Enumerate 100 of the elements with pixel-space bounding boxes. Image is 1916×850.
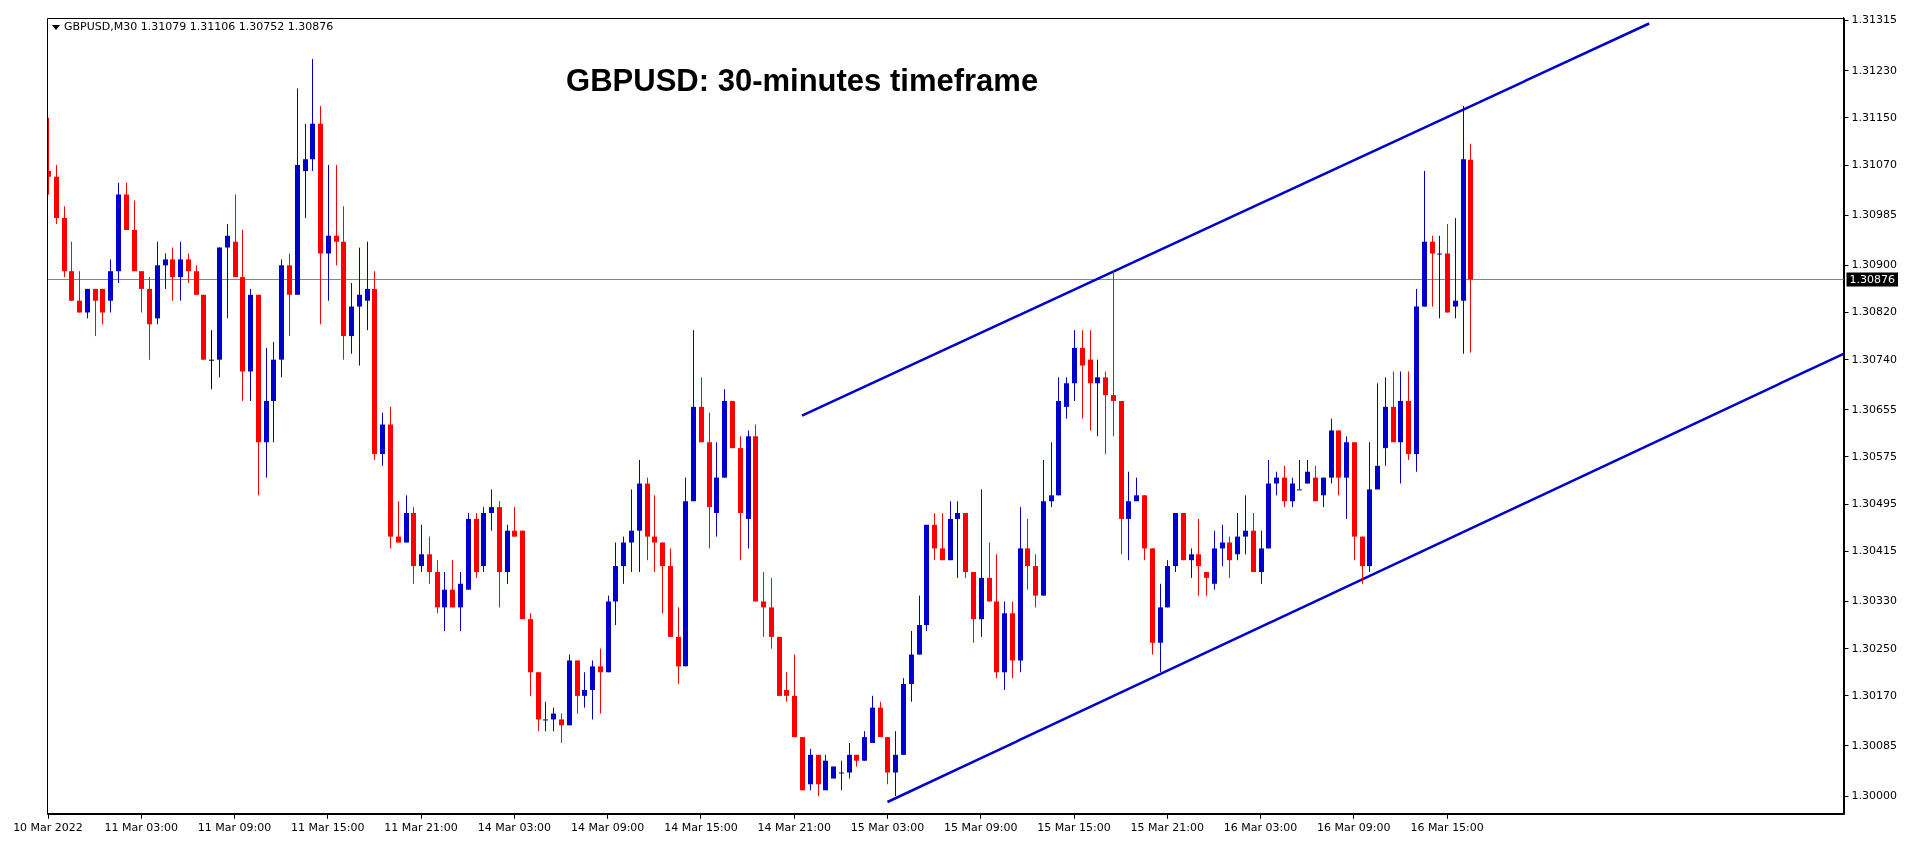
ref-line-label: 1.30876: [1849, 272, 1896, 286]
x-tick-label: 16 Mar 09:00: [1317, 821, 1391, 835]
candlestick: [100, 288, 105, 325]
candlestick: [761, 571, 766, 638]
chart-subtitle: GBPUSD,M30 1.31079 1.31106 1.30752 1.30876: [64, 20, 334, 34]
y-tick-label: 1.30575: [1851, 449, 1898, 463]
candlestick: [512, 506, 517, 538]
candlestick: [932, 512, 937, 561]
candlestick: [1095, 359, 1100, 437]
x-tick-label: 11 Mar 09:00: [197, 821, 272, 835]
candlestick: [396, 500, 401, 543]
candlestick: [1305, 459, 1310, 485]
candlestick: [1321, 477, 1326, 508]
x-tick-label: 11 Mar 15:00: [291, 821, 365, 835]
candlestick: [590, 659, 595, 720]
candlestick: [1080, 329, 1085, 420]
candlestick: [1196, 518, 1201, 597]
candlestick: [543, 701, 548, 732]
candlestick: [186, 253, 191, 284]
candlestick: [1111, 270, 1116, 437]
candlestick: [1313, 465, 1318, 502]
candlestick: [419, 524, 424, 573]
candlestick: [139, 270, 144, 313]
candlestick: [893, 730, 898, 797]
y-tick-label: 1.31070: [1851, 157, 1898, 171]
x-tick-label: 11 Mar 21:00: [384, 821, 458, 835]
y-tick-label: 1.30415: [1851, 544, 1898, 558]
candlestick: [77, 270, 82, 313]
candlestick: [582, 671, 587, 709]
x-tick-label: 15 Mar 03:00: [850, 821, 925, 835]
candlestick: [93, 288, 98, 337]
y-tick-label: 1.30900: [1851, 258, 1898, 272]
candlestick: [303, 123, 308, 219]
x-tick-label: 14 Mar 21:00: [757, 821, 831, 835]
y-tick-label: 1.30330: [1851, 594, 1898, 608]
candlestick: [1437, 235, 1442, 319]
candlestick: [1375, 382, 1380, 490]
x-tick-label: 10 Mar 2022: [13, 821, 83, 835]
candlestick: [1025, 518, 1030, 591]
candlestick: [1259, 530, 1264, 585]
x-tick-label: 15 Mar 15:00: [1037, 821, 1111, 835]
candlestick: [621, 536, 626, 585]
x-tick-label: 15 Mar 21:00: [1130, 821, 1205, 835]
candlestick: [1064, 376, 1069, 420]
candlestick: [209, 329, 214, 390]
candlestick: [442, 571, 447, 632]
candlestick: [225, 223, 230, 319]
candlestick: [489, 488, 494, 532]
y-tick-label: 1.31230: [1851, 63, 1898, 77]
x-tick-label: 16 Mar 15:00: [1410, 821, 1484, 835]
candlestick: [1453, 217, 1458, 319]
candlestick: [365, 241, 370, 331]
x-tick-label: 14 Mar 09:00: [570, 821, 645, 835]
y-tick-label: 1.30740: [1851, 352, 1898, 366]
y-tick-label: 1.30495: [1851, 497, 1898, 511]
x-tick-label: 11 Mar 03:00: [104, 821, 178, 835]
y-tick-label: 1.30085: [1851, 738, 1898, 752]
candlestick: [862, 730, 867, 762]
candlestick: [357, 247, 362, 367]
candlestick: [458, 571, 463, 632]
candlestick: [559, 713, 564, 744]
candlestick: [163, 253, 168, 290]
y-tick-label: 1.31315: [1851, 13, 1898, 27]
candlestick: [1227, 536, 1232, 579]
candlestick: [450, 559, 455, 608]
candlestick: [940, 512, 945, 561]
candlestick: [839, 760, 844, 791]
candlestick: [1274, 471, 1279, 496]
candlestick: [170, 247, 175, 302]
candlestick: [1243, 494, 1248, 555]
candlestick: [334, 164, 339, 266]
candlestick: [598, 648, 603, 715]
candlestick: [427, 536, 432, 585]
candlestick: [652, 494, 657, 573]
candlestick: [194, 264, 199, 296]
y-tick-label: 1.31150: [1851, 110, 1898, 124]
candlestick: [1235, 512, 1240, 561]
candlestick: [1103, 370, 1108, 455]
candlestick: [85, 288, 90, 319]
candlestick: [784, 671, 789, 703]
candlestick: [1088, 329, 1093, 431]
y-tick-label: 1.30820: [1851, 305, 1898, 319]
candlestick: [326, 164, 331, 302]
candlestick: [1430, 235, 1435, 308]
y-tick-label: 1.30000: [1851, 788, 1898, 802]
candlestick: [660, 542, 665, 614]
y-tick-label: 1.30250: [1851, 641, 1898, 655]
x-tick-label: 14 Mar 15:00: [664, 821, 738, 835]
y-tick-label: 1.30170: [1851, 688, 1898, 702]
x-tick-label: 15 Mar 09:00: [944, 821, 1018, 835]
candlestick: [1049, 441, 1054, 508]
candlestick: [1297, 459, 1302, 491]
candlestick: [178, 241, 183, 302]
candlestick: [955, 500, 960, 579]
candlestick: [847, 742, 852, 779]
candlestick: [1126, 471, 1131, 561]
y-tick-label: 1.30985: [1851, 208, 1898, 222]
text: GBPUSD: 30-minutes timeframe: [566, 63, 1039, 99]
candlestick: [1282, 465, 1287, 508]
candlestick: [629, 488, 634, 573]
